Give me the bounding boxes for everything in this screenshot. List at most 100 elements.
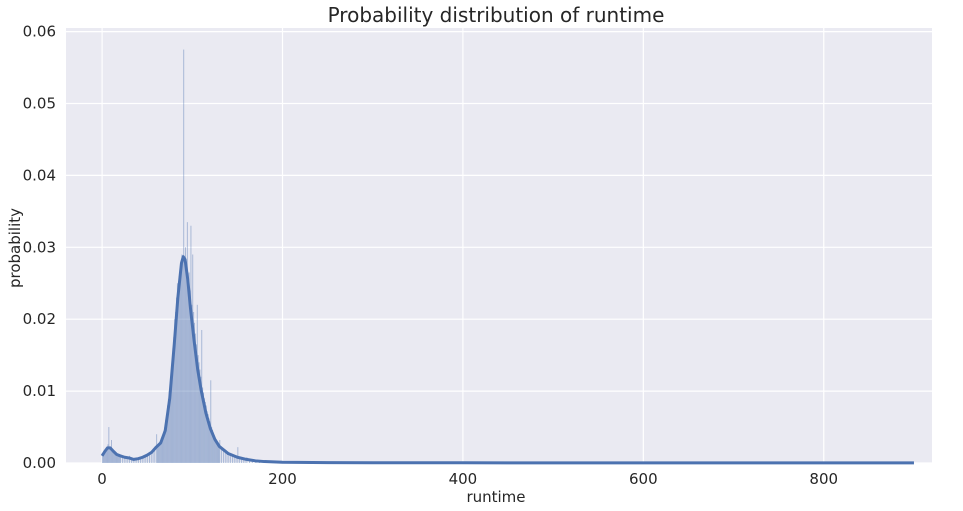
histogram-bar bbox=[157, 445, 159, 463]
histogram-bar bbox=[145, 456, 147, 463]
histogram-bar bbox=[147, 455, 149, 463]
histogram-bar bbox=[175, 312, 177, 463]
y-tick-label: 0.01 bbox=[23, 382, 56, 400]
histogram-bar bbox=[120, 456, 122, 463]
histogram-bar bbox=[154, 448, 156, 463]
histogram-bar bbox=[182, 261, 184, 463]
histogram-bar bbox=[195, 344, 197, 463]
histogram-bar bbox=[189, 290, 191, 463]
histogram-bar bbox=[198, 362, 200, 463]
histogram-bar bbox=[193, 312, 195, 463]
histogram-bar bbox=[180, 268, 182, 463]
histogram-bar bbox=[138, 458, 140, 463]
histogram-bar bbox=[214, 437, 216, 463]
histogram-bar bbox=[188, 272, 190, 463]
histogram-bar bbox=[106, 448, 108, 463]
histogram-bar bbox=[239, 457, 241, 463]
histogram-bar bbox=[218, 444, 220, 463]
histogram-bar bbox=[204, 398, 205, 463]
histogram-bar bbox=[167, 405, 168, 463]
histogram-bar bbox=[103, 452, 105, 463]
kde-line bbox=[100, 255, 914, 465]
histogram-bar bbox=[102, 453, 104, 463]
histogram-bar bbox=[190, 225, 192, 463]
x-tick-label: 800 bbox=[809, 470, 838, 488]
histogram-bar bbox=[178, 276, 180, 463]
histogram-bar bbox=[132, 459, 134, 463]
chart-title: Probability distribution of runtime bbox=[328, 3, 665, 27]
histogram-bars bbox=[102, 49, 279, 463]
histogram-bar bbox=[104, 450, 106, 463]
histogram-bar bbox=[141, 457, 143, 463]
histogram-bar bbox=[150, 452, 152, 463]
histogram-bar bbox=[168, 391, 170, 463]
histogram-bar bbox=[226, 451, 228, 463]
histogram-bar bbox=[241, 457, 242, 463]
histogram-bar bbox=[115, 454, 117, 463]
histogram-bar bbox=[186, 222, 188, 463]
histogram-bar bbox=[143, 457, 145, 463]
histogram-bar bbox=[210, 380, 212, 463]
histogram-bar bbox=[121, 457, 123, 463]
histogram-bar bbox=[136, 459, 138, 463]
histogram-bar bbox=[118, 455, 120, 463]
histogram-bar bbox=[173, 337, 175, 463]
histogram-bar bbox=[160, 438, 162, 463]
histogram-bar bbox=[219, 439, 221, 463]
histogram-bar bbox=[233, 455, 235, 463]
histogram-bar bbox=[165, 419, 167, 463]
histogram-bar bbox=[213, 435, 215, 463]
histogram-bar bbox=[230, 453, 232, 463]
histogram-bar bbox=[213, 432, 214, 463]
histogram-bar bbox=[211, 427, 213, 463]
histogram-bar bbox=[127, 457, 129, 463]
histogram-bar bbox=[221, 447, 223, 463]
x-axis-ticks: 0 200 400 600 800 bbox=[97, 470, 838, 488]
histogram-bar bbox=[112, 450, 113, 463]
histogram-bar bbox=[125, 457, 127, 463]
histogram-bar bbox=[224, 450, 226, 463]
histogram-bar bbox=[208, 418, 210, 463]
histogram-bar bbox=[119, 456, 121, 463]
histogram-bar bbox=[207, 414, 209, 463]
histogram-bar bbox=[203, 392, 205, 463]
histogram-bar bbox=[171, 362, 173, 463]
y-tick-label: 0.03 bbox=[23, 238, 56, 256]
histogram-bar bbox=[212, 429, 214, 463]
histogram-bar bbox=[172, 347, 174, 463]
histogram-bar bbox=[134, 459, 136, 463]
histogram-bar bbox=[166, 414, 168, 463]
histogram-bar bbox=[216, 441, 218, 463]
y-tick-label: 0.05 bbox=[23, 94, 56, 112]
histogram-bar bbox=[231, 454, 233, 463]
x-tick-label: 400 bbox=[449, 470, 478, 488]
histogram-bar bbox=[152, 451, 154, 463]
histogram-bar bbox=[159, 441, 161, 463]
histogram-bar bbox=[123, 457, 125, 463]
histogram-bar bbox=[158, 444, 159, 463]
histogram-bar bbox=[222, 448, 224, 463]
histogram-bar bbox=[130, 458, 132, 463]
histogram-bar bbox=[177, 290, 179, 463]
histogram-bar bbox=[209, 421, 211, 463]
histogram-bar bbox=[174, 319, 176, 463]
histogram-bar bbox=[112, 451, 114, 463]
histogram-bar bbox=[161, 437, 163, 463]
histogram-bar bbox=[185, 261, 187, 463]
x-tick-label: 0 bbox=[97, 470, 107, 488]
histogram-bar bbox=[194, 333, 196, 463]
histogram-bar bbox=[170, 373, 172, 463]
histogram-bar bbox=[244, 459, 246, 463]
histogram-bar bbox=[187, 283, 189, 463]
histogram-bar bbox=[197, 355, 199, 463]
histogram-bar bbox=[196, 304, 198, 463]
histogram-bar bbox=[110, 448, 112, 463]
histogram-bar bbox=[205, 405, 207, 463]
y-tick-label: 0.04 bbox=[23, 166, 56, 184]
y-tick-label: 0.06 bbox=[23, 23, 56, 41]
histogram-bar bbox=[217, 442, 219, 463]
histogram-bar bbox=[191, 304, 193, 463]
histogram-bar bbox=[148, 454, 150, 463]
histogram-bar bbox=[117, 455, 119, 463]
